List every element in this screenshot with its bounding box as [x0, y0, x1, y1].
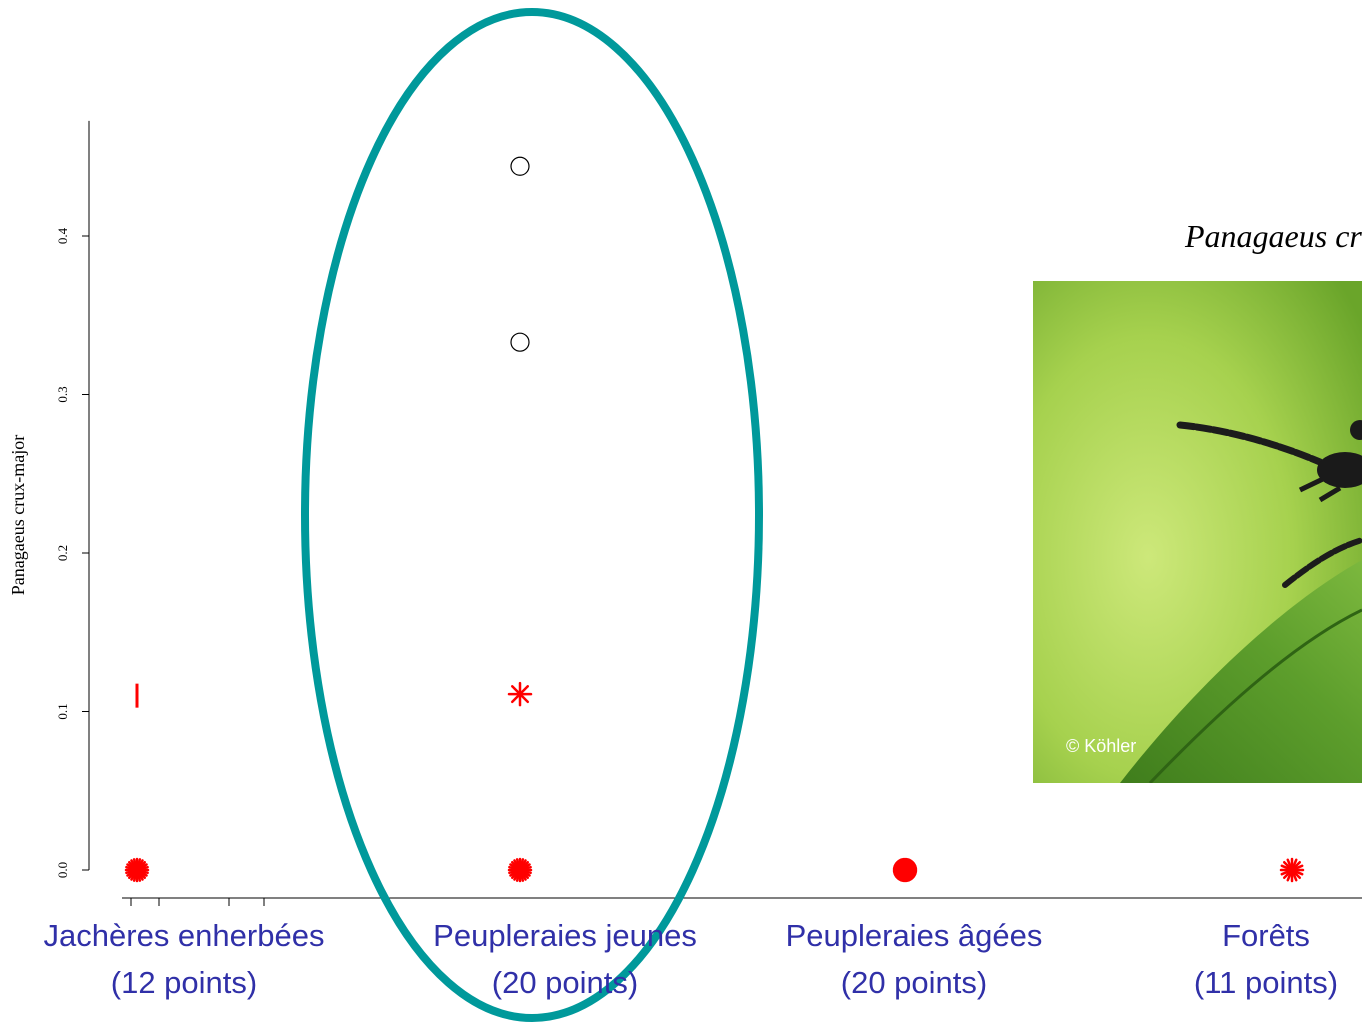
beetle-photo: © Köhler [1033, 281, 1362, 783]
category-label-3-line2: (11 points) [1194, 965, 1338, 1000]
point-7 [1279, 857, 1305, 883]
category-label-1-line2: (20 points) [492, 965, 638, 1000]
y-tick-label-2: 0.2 [55, 545, 70, 561]
point-7-spoke [1280, 864, 1304, 876]
category-label-2-line2: (20 points) [841, 965, 987, 1000]
category-label-1-line1: Peupleraies jeunes [433, 918, 697, 953]
category-label-3-line1: Forêts [1222, 918, 1310, 953]
y-tick-label-1: 0.1 [55, 703, 70, 719]
point-6 [892, 857, 918, 883]
point-2-spoke [508, 865, 532, 875]
y-tick-label-4: 0.4 [55, 227, 70, 244]
data-points [124, 156, 1305, 883]
point-3 [507, 681, 533, 707]
point-5 [510, 156, 530, 176]
point-6-spoke [892, 867, 918, 873]
category-labels: Jachères enherbées (12 points) Peupleraies… [44, 918, 1339, 1000]
point-0 [124, 857, 150, 883]
category-label-0-line1: Jachères enherbées [44, 918, 325, 953]
y-tick-label-0: 0.0 [55, 862, 70, 878]
photo-credit: © Köhler [1066, 736, 1136, 756]
axes: 0.0 0.1 0.2 0.3 0.4 [55, 120, 1362, 906]
point-3-spoke [510, 685, 530, 704]
highlight-ellipse [301, 8, 763, 1022]
point-0-spoke [125, 865, 149, 875]
point-4 [510, 332, 530, 352]
category-label-2-line1: Peupleraies âgées [786, 918, 1043, 953]
point-2 [507, 857, 533, 883]
y-axis-label: Panagaeus crux-major [8, 435, 28, 595]
species-title: Panagaeus crux-major [1184, 218, 1362, 254]
y-tick-label-3: 0.3 [55, 386, 70, 402]
category-label-0-line2: (12 points) [111, 965, 257, 1000]
